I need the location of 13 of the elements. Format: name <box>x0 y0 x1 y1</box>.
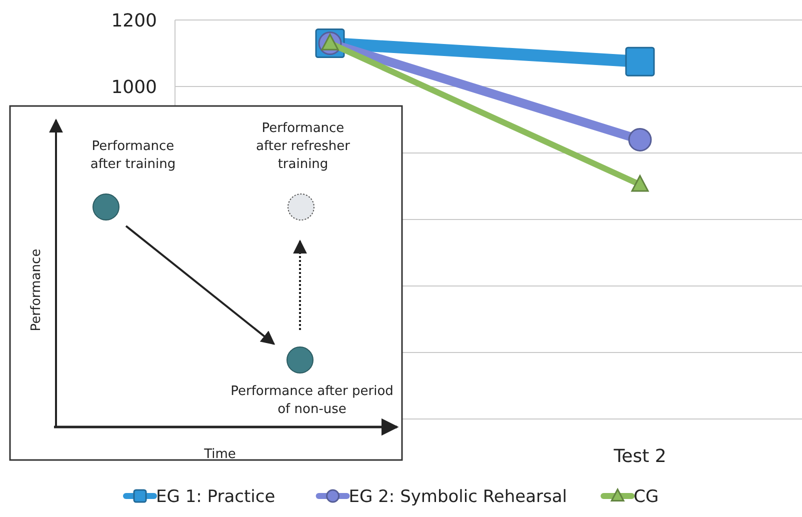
annotation: Performance after training <box>90 139 176 172</box>
annotation: Performance after period of non-use <box>230 384 394 417</box>
y-tick-label: 1200 <box>111 10 157 32</box>
point <box>628 128 652 152</box>
text: Performance <box>29 248 44 332</box>
x-tick-label: Test 2 <box>612 446 666 467</box>
legend-label: EG 2: Symbolic Rehearsal <box>348 486 568 507</box>
legend-label: EG 1: Practice <box>156 486 276 507</box>
legend-label: CG <box>634 486 659 507</box>
text: Time <box>203 447 236 462</box>
y-tick-label: 1000 <box>111 76 157 98</box>
point <box>625 46 655 76</box>
annotation: Performance after refresher training <box>256 121 351 172</box>
